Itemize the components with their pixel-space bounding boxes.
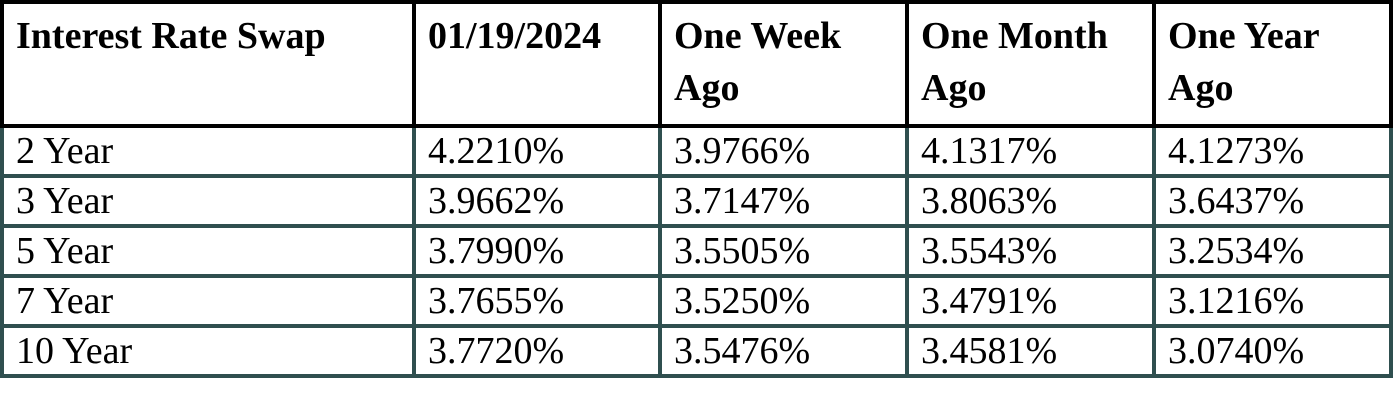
- table-header: Interest Rate Swap 01/19/2024 One Week A…: [0, 0, 1393, 128]
- rate-value: 3.7655%: [412, 274, 662, 328]
- rate-value: 3.5476%: [658, 324, 909, 378]
- rate-value: 3.5505%: [658, 224, 909, 278]
- rate-value: 3.4581%: [905, 324, 1156, 378]
- tenor-label: 2 Year: [0, 124, 416, 178]
- table-row-7-year: 7 Year 3.7655% 3.5250% 3.4791% 3.1216%: [0, 274, 1393, 328]
- interest-rate-swap-table: Interest Rate Swap 01/19/2024 One Week A…: [0, 0, 1393, 378]
- rate-value: 3.4791%: [905, 274, 1156, 328]
- header-cell-current-date: 01/19/2024: [412, 0, 662, 128]
- rate-value: 4.2210%: [412, 124, 662, 178]
- tenor-label: 3 Year: [0, 174, 416, 228]
- rate-value: 3.5250%: [658, 274, 909, 328]
- header-cell-one-year-ago: One Year Ago: [1152, 0, 1393, 128]
- rate-value: 3.0740%: [1152, 324, 1393, 378]
- header-cell-instrument: Interest Rate Swap: [0, 0, 416, 128]
- tenor-label: 10 Year: [0, 324, 416, 378]
- table-body: 2 Year 4.2210% 3.9766% 4.1317% 4.1273% 3…: [0, 124, 1393, 378]
- header-cell-one-month-ago: One Month Ago: [905, 0, 1156, 128]
- header-cell-one-week-ago: One Week Ago: [658, 0, 909, 128]
- rate-value: 3.9766%: [658, 124, 909, 178]
- table-row-2-year: 2 Year 4.2210% 3.9766% 4.1317% 4.1273%: [0, 124, 1393, 178]
- rate-value: 3.6437%: [1152, 174, 1393, 228]
- rate-value: 3.7720%: [412, 324, 662, 378]
- rate-value: 3.8063%: [905, 174, 1156, 228]
- tenor-label: 7 Year: [0, 274, 416, 328]
- rate-value: 4.1273%: [1152, 124, 1393, 178]
- rate-value: 4.1317%: [905, 124, 1156, 178]
- header-row: Interest Rate Swap 01/19/2024 One Week A…: [0, 0, 1393, 128]
- table-row-10-year: 10 Year 3.7720% 3.5476% 3.4581% 3.0740%: [0, 324, 1393, 378]
- rate-value: 3.9662%: [412, 174, 662, 228]
- table-row-3-year: 3 Year 3.9662% 3.7147% 3.8063% 3.6437%: [0, 174, 1393, 228]
- rate-value: 3.7147%: [658, 174, 909, 228]
- rate-value: 3.5543%: [905, 224, 1156, 278]
- tenor-label: 5 Year: [0, 224, 416, 278]
- table-row-5-year: 5 Year 3.7990% 3.5505% 3.5543% 3.2534%: [0, 224, 1393, 278]
- rate-value: 3.7990%: [412, 224, 662, 278]
- rate-value: 3.2534%: [1152, 224, 1393, 278]
- rate-value: 3.1216%: [1152, 274, 1393, 328]
